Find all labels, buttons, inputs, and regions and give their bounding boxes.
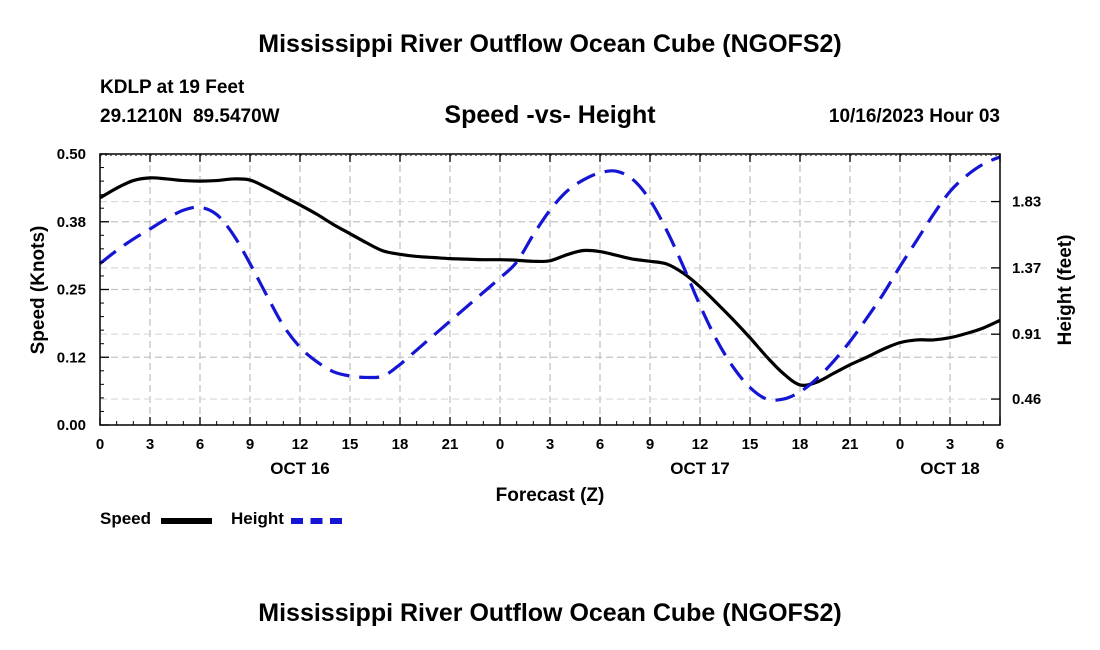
- y-tick-label: 0.50: [57, 146, 86, 163]
- legend-height-label: Height: [231, 509, 284, 528]
- timestamp-label: 10/16/2023 Hour 03: [828, 106, 1000, 127]
- x-tick-label: 3: [946, 436, 954, 453]
- x-tick-label: 3: [546, 436, 554, 453]
- x-tick-label: 6: [596, 436, 604, 453]
- coordinates-label: 29.1210N 89.5470W: [100, 106, 280, 127]
- date-label: OCT 18: [920, 459, 980, 478]
- y-tick-label: 0.12: [57, 349, 86, 366]
- series-layer: [99, 155, 1001, 402]
- y2-tick-label: 1.83: [1012, 194, 1041, 211]
- y-tick-label: 0.25: [57, 282, 86, 299]
- x-axis-label: Forecast (Z): [496, 485, 605, 506]
- x-tick-label: 18: [792, 436, 809, 453]
- x-tick-label: 3: [146, 436, 154, 453]
- x-tick-label: 15: [342, 436, 359, 453]
- x-tick-label: 0: [96, 436, 104, 453]
- y2-tick-label: 0.46: [1012, 391, 1041, 408]
- y-tick-label: 0.38: [57, 214, 86, 231]
- x-tick-label: 21: [842, 436, 859, 453]
- x-tick-label: 21: [442, 436, 459, 453]
- chart-subtitle: Speed -vs- Height: [444, 101, 656, 129]
- x-tick-label: 0: [896, 436, 904, 453]
- grid: [100, 154, 1000, 425]
- height-series-line: [99, 155, 1001, 402]
- legend-height-swatch: [291, 518, 342, 524]
- date-label: OCT 17: [670, 459, 730, 478]
- y-tick-label: 0.00: [57, 417, 86, 434]
- x-tick-label: 9: [246, 436, 254, 453]
- y2-axis-label: Height (feet): [1055, 235, 1076, 346]
- axes: 0 3 6 9 12 15 18 21 0 3 6 9 12 15 18 21 0 3 6 OCT 16 OCT 17 O…: [57, 146, 1041, 478]
- y-axis-label: Speed (Knots): [28, 226, 49, 355]
- x-tick-label: 12: [292, 436, 309, 453]
- x-tick-label: 6: [196, 436, 204, 453]
- x-tick-label: 6: [996, 436, 1004, 453]
- chart-title: Mississippi River Outflow Ocean Cube (NG…: [258, 30, 842, 58]
- x-tick-label: 0: [496, 436, 504, 453]
- legend-speed-swatch: [161, 518, 212, 524]
- x-tick-label: 18: [392, 436, 409, 453]
- date-label: OCT 16: [270, 459, 330, 478]
- x-tick-label: 15: [742, 436, 759, 453]
- y2-tick-label: 1.37: [1012, 260, 1041, 277]
- bottom-chart-title: Mississippi River Outflow Ocean Cube (NG…: [258, 599, 842, 627]
- x-tick-label: 9: [646, 436, 654, 453]
- y2-tick-label: 0.91: [1012, 326, 1041, 343]
- speed-series-line: [99, 176, 1001, 387]
- legend-speed-label: Speed: [100, 509, 152, 528]
- x-tick-label: 12: [692, 436, 709, 453]
- station-label: KDLP at 19 Feet: [100, 77, 245, 98]
